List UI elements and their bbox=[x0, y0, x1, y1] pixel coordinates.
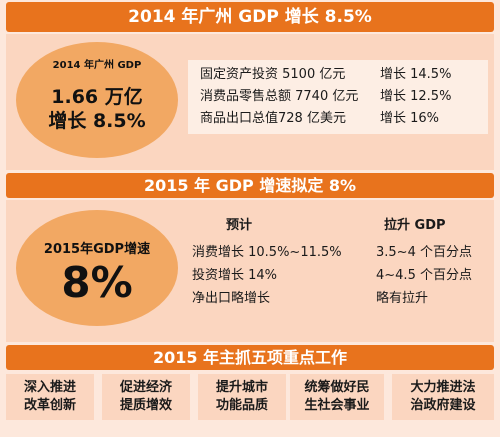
gdp-2014-growth: 增长 8.5% bbox=[48, 110, 146, 132]
gdp-2014-oval-title: 2014 年广州 GDP bbox=[52, 60, 142, 71]
key-task-line2: 治政府建设 bbox=[410, 398, 476, 413]
stat-growth: 增长 12.5% bbox=[380, 89, 452, 104]
key-task-line1: 深入推进 bbox=[23, 380, 76, 395]
key-task: 提升城市 功能品质 bbox=[198, 374, 286, 420]
key-task-line2: 改革创新 bbox=[23, 398, 76, 413]
gdp-2015-oval-title: 2015年GDP增速 bbox=[43, 242, 151, 257]
stat-row: 固定资产投资 5100 亿元 增长 14.5% bbox=[188, 65, 488, 85]
key-task: 促进经济 提质增效 bbox=[102, 374, 190, 420]
gdp-2015-target: 8% bbox=[61, 258, 133, 307]
key-task-line1: 大力推进法 bbox=[410, 380, 476, 395]
gdp-boost-header: 拉升 GDP bbox=[384, 218, 446, 233]
key-task: 深入推进 改革创新 bbox=[6, 374, 94, 420]
stat-growth: 增长 16% bbox=[380, 111, 440, 126]
section1-stats: 固定资产投资 5100 亿元 增长 14.5% 消费品零售总额 7740 亿元 … bbox=[188, 60, 488, 134]
stat-label: 消费品零售总额 7740 亿元 bbox=[200, 89, 359, 104]
key-task-line2: 提质增效 bbox=[119, 398, 172, 413]
forecast-item: 净出口略增长 bbox=[192, 291, 271, 306]
stat-label: 固定资产投资 5100 亿元 bbox=[200, 67, 346, 82]
key-task-line1: 统筹做好民 bbox=[304, 380, 370, 395]
key-task-line2: 功能品质 bbox=[215, 398, 268, 413]
key-task-line1: 促进经济 bbox=[119, 380, 172, 395]
gdp-2015-oval: 2015年GDP增速 8% bbox=[16, 210, 178, 326]
gdp-boost-value: 4~4.5 个百分点 bbox=[376, 268, 472, 283]
gdp-boost-value: 略有拉升 bbox=[376, 291, 429, 306]
stat-growth: 增长 14.5% bbox=[380, 67, 452, 82]
gdp-2014-oval: 2014 年广州 GDP 1.66 万亿 增长 8.5% bbox=[16, 42, 178, 158]
forecast-item: 投资增长 14% bbox=[192, 268, 278, 283]
forecast-item: 消费增长 10.5%~11.5% bbox=[192, 245, 342, 260]
key-task-line1: 提升城市 bbox=[215, 380, 268, 395]
gdp-2014-total: 1.66 万亿 bbox=[51, 86, 143, 108]
forecast-header: 预计 bbox=[226, 218, 253, 233]
stat-row: 商品出口总值728 亿美元 增长 16% bbox=[188, 109, 488, 129]
key-task: 统筹做好民 生社会事业 bbox=[290, 374, 384, 420]
section2-banner: 2015 年 GDP 增速拟定 8% bbox=[6, 173, 494, 198]
stat-row: 消费品零售总额 7740 亿元 增长 12.5% bbox=[188, 87, 488, 107]
key-task: 大力推进法 治政府建设 bbox=[392, 374, 494, 420]
key-task-line2: 生社会事业 bbox=[304, 398, 370, 413]
section3-banner: 2015 年主抓五项重点工作 bbox=[6, 345, 494, 370]
gdp-boost-value: 3.5~4 个百分点 bbox=[376, 245, 472, 260]
section1-banner: 2014 年广州 GDP 增长 8.5% bbox=[6, 2, 494, 32]
stat-label: 商品出口总值728 亿美元 bbox=[200, 111, 346, 126]
